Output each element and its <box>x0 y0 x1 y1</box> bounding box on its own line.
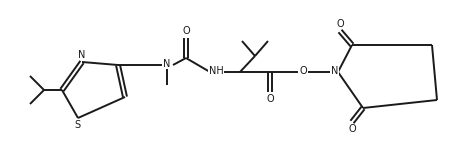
Text: O: O <box>182 26 190 36</box>
Text: O: O <box>266 94 274 104</box>
Text: O: O <box>348 124 356 134</box>
Text: N: N <box>163 59 171 69</box>
Text: NH: NH <box>208 66 223 76</box>
Text: N: N <box>79 50 86 60</box>
Text: S: S <box>74 120 80 130</box>
Text: O: O <box>336 19 344 29</box>
Text: N: N <box>331 66 339 76</box>
Text: O: O <box>299 66 307 76</box>
